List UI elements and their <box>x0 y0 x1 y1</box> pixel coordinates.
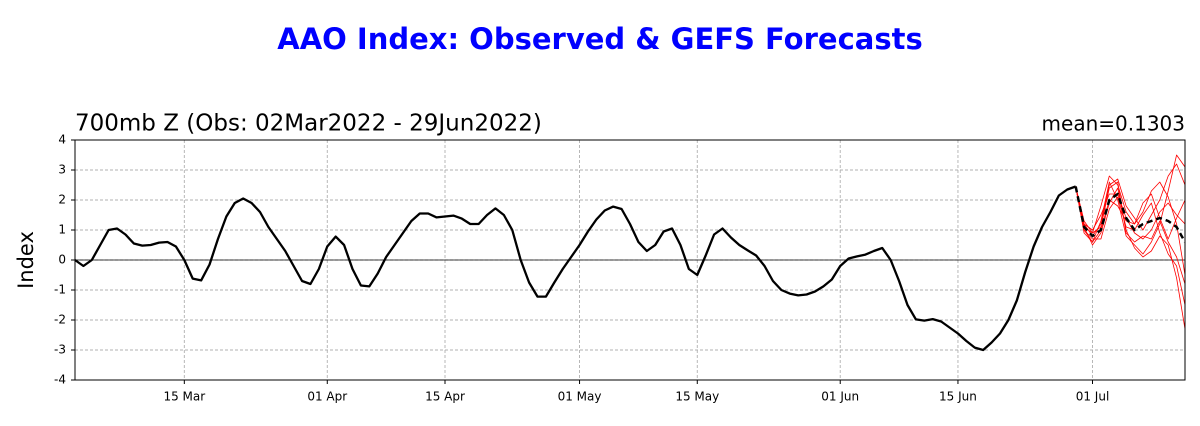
y-tick-label: -3 <box>54 343 66 357</box>
x-tick-label: 15 Apr <box>425 390 465 404</box>
y-tick-label: 4 <box>58 133 66 147</box>
annotation: mean=0.1303 <box>1042 112 1185 136</box>
x-tick-label: 01 Jul <box>1076 390 1110 404</box>
x-tick-label: 01 Apr <box>307 390 347 404</box>
y-tick-label: 3 <box>58 163 66 177</box>
plot-frame <box>74 139 1186 381</box>
data-line <box>1075 186 1185 330</box>
x-tick-label: 01 May <box>558 390 602 404</box>
chart-subtitle: 700mb Z (Obs: 02Mar2022 - 29Jun2022) <box>75 111 542 137</box>
x-tick-label: 15 Mar <box>163 390 205 404</box>
y-tick-label: -1 <box>54 283 66 297</box>
y-tick-label: -2 <box>54 313 66 327</box>
data-line <box>75 185 1077 352</box>
data-line <box>1075 186 1185 240</box>
y-tick-label: 2 <box>58 193 66 207</box>
data-line <box>1075 154 1185 255</box>
y-axis-label: Index <box>14 231 38 289</box>
x-tick-label: 15 Jun <box>939 390 977 404</box>
data-line <box>1075 186 1185 243</box>
x-tick-label: 01 Jun <box>821 390 859 404</box>
data-line <box>1075 175 1185 276</box>
chart-title: AAO Index: Observed & GEFS Forecasts <box>277 22 922 56</box>
data-line <box>1075 181 1185 285</box>
y-tick-label: 0 <box>58 253 66 267</box>
data-line <box>1075 186 1185 306</box>
y-tick-label: 1 <box>58 223 66 237</box>
x-tick-label: 15 May <box>675 390 719 404</box>
y-tick-label: -4 <box>54 373 66 387</box>
data-line <box>1074 186 1185 243</box>
